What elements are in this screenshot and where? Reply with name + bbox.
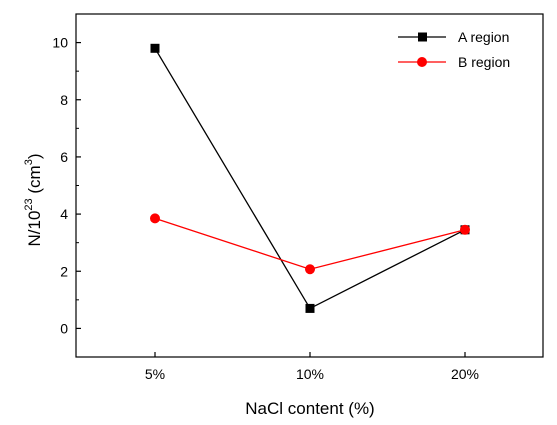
legend-marker bbox=[417, 57, 427, 67]
x-axis-title: NaCl content (%) bbox=[245, 399, 374, 418]
legend-label: A region bbox=[458, 29, 509, 45]
y-tick-label: 8 bbox=[60, 92, 68, 108]
y-axis-title-exponent: 23 bbox=[23, 198, 35, 210]
legend-item: B region bbox=[398, 54, 510, 70]
y-tick-label: 2 bbox=[60, 263, 68, 279]
y-tick-label: 6 bbox=[60, 149, 68, 165]
x-tick-label: 10% bbox=[296, 366, 324, 382]
data-point bbox=[150, 213, 160, 224]
y-tick-label: 10 bbox=[52, 35, 68, 51]
series-layer bbox=[150, 43, 470, 313]
series-line bbox=[154, 217, 466, 270]
data-point bbox=[460, 224, 470, 235]
ticks: 0 2 4 6 8 10 5% 10% 20% bbox=[52, 13, 479, 382]
series-1 bbox=[150, 213, 470, 275]
y-axis-title: N/1023 (cm3) bbox=[23, 153, 44, 246]
data-point bbox=[305, 303, 315, 313]
x-tick-label: 20% bbox=[451, 366, 479, 382]
legend-label: B region bbox=[458, 54, 510, 70]
y-tick-label: 0 bbox=[60, 320, 68, 336]
data-point bbox=[305, 264, 315, 275]
y-axis-title-unit-exponent: 3 bbox=[23, 159, 35, 165]
legend-marker bbox=[418, 32, 427, 42]
x-tick-label: 5% bbox=[145, 366, 165, 382]
legend-item: A region bbox=[398, 29, 509, 45]
data-point bbox=[150, 43, 160, 53]
y-tick-label: 4 bbox=[60, 206, 68, 222]
legend: A region B region bbox=[398, 29, 510, 70]
